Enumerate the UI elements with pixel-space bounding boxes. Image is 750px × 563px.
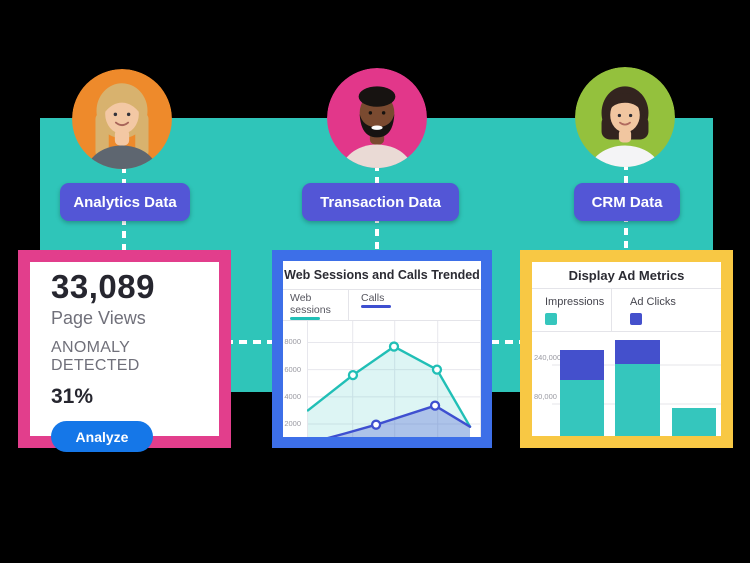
analytics-metric-card: 33,089 Page Views ANOMALY DETECTED 31% A… bbox=[18, 250, 231, 452]
ad-metrics-bar-chart: 240,000 80,000 bbox=[534, 340, 721, 436]
svg-text:80,000: 80,000 bbox=[534, 392, 557, 401]
svg-text:240,000: 240,000 bbox=[534, 353, 561, 362]
web-sessions-card: Web Sessions and Calls Trended Web sessi… bbox=[272, 250, 492, 448]
analyze-button[interactable]: Analyze bbox=[51, 421, 153, 452]
calls-tab-underline bbox=[361, 305, 391, 308]
ad-clicks-legend-item[interactable]: Ad Clicks bbox=[612, 289, 676, 331]
calls-tab[interactable]: Calls bbox=[349, 290, 391, 320]
sessions-chart-y-axis: 8000 6000 4000 2000 bbox=[284, 337, 301, 428]
ad-clicks-swatch bbox=[630, 313, 642, 325]
crm-data-pill: CRM Data bbox=[574, 183, 680, 221]
sessions-line-chart bbox=[307, 321, 481, 437]
sessions-chart-title: Web Sessions and Calls Trended bbox=[283, 261, 481, 290]
display-ad-metrics-card: Display Ad Metrics Impressions Ad Clicks… bbox=[520, 250, 733, 448]
woman-blonde-avatar-icon bbox=[72, 69, 172, 169]
crm-avatar bbox=[574, 66, 676, 168]
anomaly-status-text: ANOMALY DETECTED bbox=[51, 339, 140, 374]
web-sessions-tab-underline bbox=[290, 317, 320, 320]
ads-legend: Impressions Ad Clicks bbox=[532, 289, 721, 332]
ad-clicks-legend-label: Ad Clicks bbox=[630, 296, 676, 308]
woman-bob-avatar-icon bbox=[575, 67, 675, 167]
transaction-avatar bbox=[326, 67, 428, 169]
impressions-legend-label: Impressions bbox=[545, 296, 605, 308]
analytics-avatar bbox=[71, 68, 173, 170]
ads-chart-title: Display Ad Metrics bbox=[532, 262, 721, 289]
web-sessions-tab-label: Web sessions bbox=[290, 292, 331, 316]
impressions-legend-item[interactable]: Impressions bbox=[532, 289, 612, 331]
impressions-swatch bbox=[545, 313, 557, 325]
transaction-data-pill: Transaction Data bbox=[302, 183, 459, 221]
sessions-legend: Web sessions Calls bbox=[283, 290, 481, 321]
calls-tab-label: Calls bbox=[361, 292, 385, 304]
man-beard-avatar-icon bbox=[327, 68, 427, 168]
ads-chart-area: 240,000 80,000 bbox=[532, 332, 721, 436]
web-sessions-tab[interactable]: Web sessions bbox=[283, 290, 349, 320]
sessions-chart-area: 8000 6000 4000 2000 bbox=[283, 321, 481, 437]
anomaly-percent: 31% bbox=[51, 385, 94, 408]
page-views-value: 33,089 bbox=[51, 268, 155, 305]
analytics-data-pill: Analytics Data bbox=[60, 183, 190, 221]
page-views-label: Page Views bbox=[51, 308, 146, 328]
